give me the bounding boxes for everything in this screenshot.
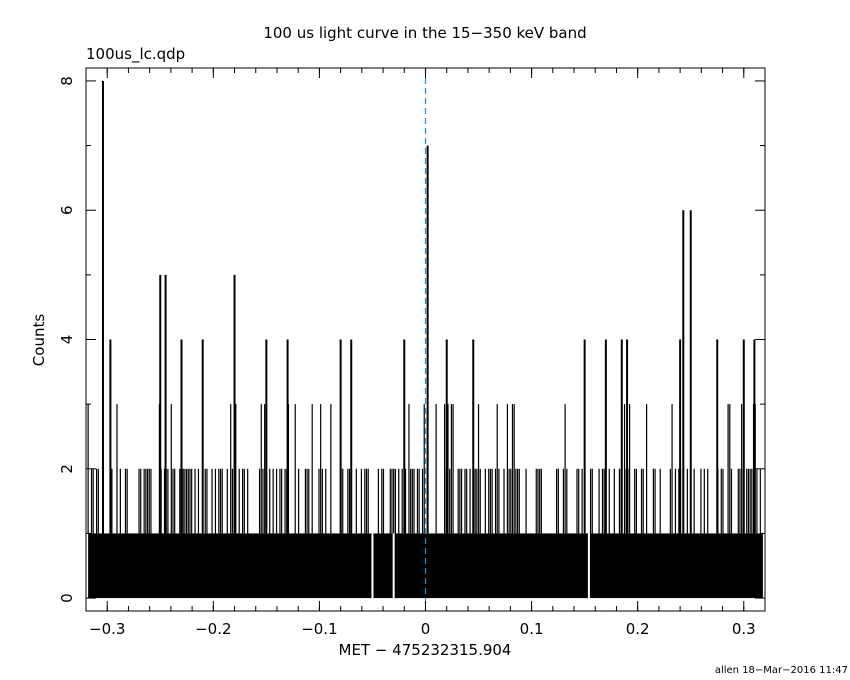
y-axis-ticks: 0 2 4 6 8 [58,76,765,603]
y-tick-label: 0 [58,593,76,603]
y-tick-label: 6 [58,205,76,215]
y-axis-label: Counts [30,314,48,367]
y-tick-label: 8 [58,76,76,86]
y-tick-label: 2 [58,464,76,474]
gap-1 [392,533,395,599]
y-tick-label: 4 [58,335,76,345]
x-tick-label: 0.3 [732,620,756,638]
x-tick-label: 0.1 [520,620,544,638]
count-bars [87,80,763,599]
file-label: 100us_lc.qdp [86,45,185,64]
gap-0 [371,533,374,599]
x-tick-label: −0.3 [89,620,125,638]
x-tick-label: 0.2 [626,620,650,638]
chart-title: 100 us light curve in the 15−350 keV ban… [263,24,586,42]
x-axis-ticks: −0.3 −0.2 −0.1 0 0.1 0.2 0.3 [85,68,766,638]
gap-2 [587,533,590,599]
x-tick-label: 0 [421,620,431,638]
baseline-band [88,533,763,599]
x-tick-label: −0.2 [195,620,231,638]
x-axis-label: MET − 475232315.904 [339,641,512,659]
footer-stamp: allen 18−Mar−2016 11:47 [715,665,848,676]
x-tick-label: −0.1 [301,620,337,638]
